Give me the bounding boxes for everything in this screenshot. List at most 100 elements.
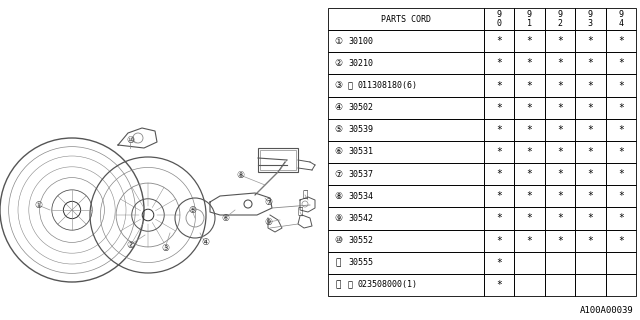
Text: *: * (526, 36, 532, 46)
Bar (328, 207, 484, 229)
Text: 30539: 30539 (348, 125, 373, 134)
Bar (514, 119, 545, 141)
Bar (605, 97, 636, 119)
Bar (605, 229, 636, 252)
Bar (514, 229, 545, 252)
Bar (605, 185, 636, 207)
Bar (484, 207, 514, 229)
Text: *: * (557, 213, 563, 223)
Text: *: * (496, 213, 502, 223)
Bar (575, 141, 605, 163)
Text: *: * (526, 191, 532, 201)
Text: *: * (496, 103, 502, 113)
Text: *: * (588, 213, 593, 223)
Text: ③: ③ (334, 81, 342, 90)
Bar (545, 8, 575, 30)
Bar (605, 207, 636, 229)
Text: *: * (557, 191, 563, 201)
Bar (328, 97, 484, 119)
Text: *: * (496, 81, 502, 91)
Text: *: * (588, 147, 593, 157)
Text: ④: ④ (334, 103, 342, 112)
Text: *: * (557, 147, 563, 157)
Text: *: * (496, 191, 502, 201)
Bar (328, 141, 484, 163)
Bar (484, 252, 514, 274)
Text: ③: ③ (161, 244, 169, 252)
Text: *: * (618, 58, 624, 68)
Text: 9
3: 9 3 (588, 10, 593, 28)
Text: *: * (588, 81, 593, 91)
Text: *: * (496, 147, 502, 157)
Bar (575, 52, 605, 75)
Text: *: * (496, 125, 502, 135)
Text: 30552: 30552 (348, 236, 373, 245)
Text: ⑦: ⑦ (264, 197, 272, 206)
Text: 30100: 30100 (348, 37, 373, 46)
Bar (484, 163, 514, 185)
Bar (575, 274, 605, 296)
Text: *: * (526, 236, 532, 246)
Bar (260, 150, 296, 170)
Text: ⑥: ⑥ (334, 148, 342, 156)
Bar (545, 119, 575, 141)
Text: *: * (526, 58, 532, 68)
Text: *: * (526, 81, 532, 91)
Text: ⑫: ⑫ (335, 280, 340, 289)
Text: ⑫: ⑫ (298, 207, 303, 217)
Bar (605, 163, 636, 185)
Bar (258, 148, 298, 172)
Bar (328, 119, 484, 141)
Bar (484, 274, 514, 296)
Text: ①: ① (34, 201, 42, 210)
Bar (514, 75, 545, 97)
Bar (514, 252, 545, 274)
Bar (575, 163, 605, 185)
Text: 9
2: 9 2 (557, 10, 563, 28)
Bar (545, 163, 575, 185)
Bar (605, 30, 636, 52)
Text: *: * (557, 169, 563, 179)
Bar (514, 141, 545, 163)
Text: *: * (588, 36, 593, 46)
Text: 30210: 30210 (348, 59, 373, 68)
Text: *: * (496, 258, 502, 268)
Text: 9
0: 9 0 (496, 10, 501, 28)
Bar (545, 229, 575, 252)
Bar (328, 274, 484, 296)
Text: *: * (557, 36, 563, 46)
Bar (545, 274, 575, 296)
Text: ①: ① (334, 37, 342, 46)
Text: 30537: 30537 (348, 170, 373, 179)
Text: *: * (496, 36, 502, 46)
Bar (484, 141, 514, 163)
Bar (545, 97, 575, 119)
Bar (514, 97, 545, 119)
Bar (575, 8, 605, 30)
Text: *: * (618, 213, 624, 223)
Text: Ⓑ: Ⓑ (348, 81, 353, 90)
Text: ⑨: ⑨ (334, 214, 342, 223)
Text: ⑨: ⑨ (264, 218, 272, 227)
Bar (514, 185, 545, 207)
Bar (545, 52, 575, 75)
Text: *: * (588, 236, 593, 246)
Text: PARTS CORD: PARTS CORD (381, 15, 431, 24)
Text: *: * (588, 125, 593, 135)
Text: 30555: 30555 (348, 258, 373, 267)
Text: *: * (618, 147, 624, 157)
Bar (605, 274, 636, 296)
Bar (328, 163, 484, 185)
Text: *: * (618, 36, 624, 46)
Text: *: * (526, 147, 532, 157)
Text: 011308180(6): 011308180(6) (357, 81, 417, 90)
Text: 9
1: 9 1 (527, 10, 532, 28)
Text: ⑪: ⑪ (302, 190, 308, 199)
Text: 9
4: 9 4 (618, 10, 623, 28)
Bar (605, 141, 636, 163)
Bar (328, 30, 484, 52)
Bar (545, 30, 575, 52)
Bar (328, 252, 484, 274)
Text: ⑧: ⑧ (236, 171, 244, 180)
Text: ④: ④ (201, 237, 209, 246)
